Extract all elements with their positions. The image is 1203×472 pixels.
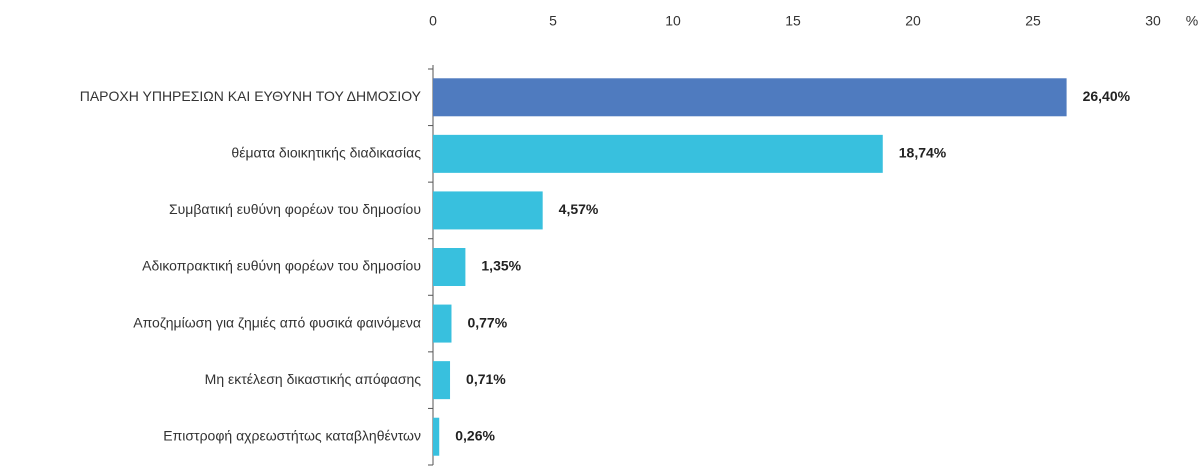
x-tick-label: 5: [549, 13, 557, 29]
y-tick-label: Συμβατική ευθύνη φορέων του δημοσίου: [169, 201, 421, 217]
y-tick-label: ΠΑΡΟΧΗ ΥΠΗΡΕΣΙΩΝ ΚΑΙ ΕΥΘΥΝΗ ΤΟΥ ΔΗΜΟΣΙΟΥ: [80, 88, 422, 104]
y-tick-label: Αποζημίωση για ζημιές από φυσικά φαινόμε…: [133, 314, 421, 330]
y-tick-label: Μη εκτέλεση δικαστικής απόφασης: [205, 371, 422, 387]
x-tick-label: 15: [785, 13, 801, 29]
bar: [433, 248, 466, 286]
y-tick-label: Επιστροφή αχρεωστήτως καταβληθέντων: [163, 427, 421, 443]
bar: [433, 78, 1067, 117]
value-label: 4,57%: [559, 201, 599, 217]
x-axis-unit: %: [1186, 13, 1198, 29]
x-tick-label: 0: [429, 13, 437, 29]
value-label: 0,77%: [467, 314, 507, 330]
y-tick-label: θέματα διοικητικής διαδικασίας: [231, 145, 421, 161]
x-tick-label: 30: [1145, 13, 1161, 29]
bar: [433, 417, 440, 456]
value-label: 1,35%: [481, 258, 521, 274]
bar: [433, 304, 452, 343]
x-tick-label: 10: [665, 13, 681, 29]
x-tick-label: 20: [905, 13, 921, 29]
value-label: 0,26%: [455, 427, 495, 443]
bar: [433, 361, 451, 400]
bar: [433, 134, 883, 173]
value-label: 0,71%: [466, 371, 506, 387]
x-tick-label: 25: [1025, 13, 1041, 29]
value-label: 18,74%: [899, 145, 947, 161]
value-label: 26,40%: [1083, 88, 1131, 104]
y-tick-label: Αδικοπρακτική ευθύνη φορέων του δημοσίου: [142, 258, 421, 274]
bar: [433, 191, 543, 230]
